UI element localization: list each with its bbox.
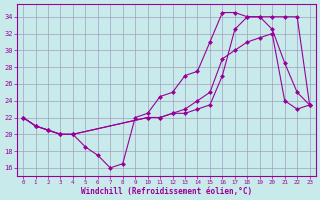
X-axis label: Windchill (Refroidissement éolien,°C): Windchill (Refroidissement éolien,°C) xyxy=(81,187,252,196)
